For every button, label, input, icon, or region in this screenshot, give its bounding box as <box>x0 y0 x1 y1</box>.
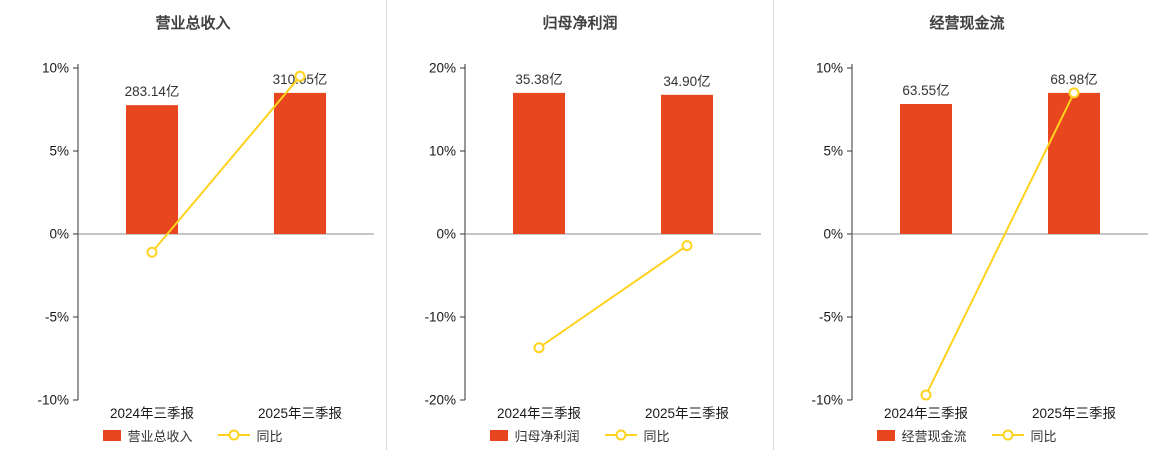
bar-value-label: 35.38亿 <box>515 72 562 87</box>
bar-value-label: 34.90亿 <box>663 74 710 89</box>
legend-label-bar: 归母净利润 <box>514 428 580 444</box>
x-category-label: 2024年三季报 <box>110 406 194 421</box>
legend-label-yoy: 同比 <box>256 428 283 444</box>
legend-item-revenue-bar[interactable]: 营业总收入 <box>103 426 193 445</box>
y-tick-label: -5% <box>819 310 843 325</box>
yoy-line <box>538 244 688 349</box>
bar-2024年三季报[interactable] <box>126 105 178 234</box>
net-profit-chart: 20% 10% 0% -10% -20% 35.38亿 34.90亿 2024年三季报 2025… <box>424 61 761 421</box>
cash-flow-chart: 10% 5% 0% -5% -10% 63.55亿 68.98亿 2024年三季报 2025年三… <box>811 61 1148 421</box>
x-category-label: 2025年三季报 <box>1032 406 1116 421</box>
yoy-line <box>925 92 1075 396</box>
y-tick-label: 0% <box>436 227 456 242</box>
legend-revenue: 营业总收入 同比 <box>0 424 386 446</box>
y-tick-label: 20% <box>429 61 456 76</box>
yoy-marker[interactable] <box>920 389 932 401</box>
chart-title-cash-flow: 经营现金流 <box>929 15 1005 32</box>
bar-2025年三季报[interactable] <box>274 92 326 235</box>
y-tick-label: -10% <box>811 393 843 408</box>
y-tick-label: -20% <box>424 393 456 408</box>
y-tick-label: -10% <box>424 310 456 325</box>
bar-2025年三季报[interactable] <box>661 94 713 234</box>
legend-label-yoy: 同比 <box>643 428 670 444</box>
y-tick-label: 0% <box>823 227 843 242</box>
chart-panel-net-profit: 归母净利润 20% 10% 0% -10% -20% 35.38亿 34.90亿 2024年三… <box>386 0 773 450</box>
bar-2025年三季报[interactable] <box>1048 92 1100 235</box>
y-tick-label: 10% <box>42 61 69 76</box>
y-tick-label: 10% <box>816 61 843 76</box>
yoy-line-marker-icon <box>217 429 250 441</box>
y-tick-label: 0% <box>49 227 69 242</box>
yoy-marker[interactable] <box>681 240 693 252</box>
legend-line-dot <box>615 429 626 441</box>
yoy-line-marker-icon <box>604 429 637 441</box>
yoy-marker[interactable] <box>533 342 545 354</box>
legend-item-net-profit-bar[interactable]: 归母净利润 <box>490 426 580 445</box>
chart-title-net-profit: 归母净利润 <box>542 15 618 32</box>
legend-item-net-profit-yoy[interactable]: 同比 <box>604 426 670 445</box>
bar-swatch <box>877 429 896 441</box>
y-tick-label: 5% <box>49 144 69 159</box>
bar-2024年三季报[interactable] <box>900 104 952 235</box>
legend-label-bar: 经营现金流 <box>901 428 967 444</box>
bar-swatch <box>103 429 122 441</box>
legend-line-dot <box>228 429 239 441</box>
bar-value-label: 283.14亿 <box>125 84 180 99</box>
x-category-label: 2025年三季报 <box>258 406 342 421</box>
x-category-label: 2024年三季报 <box>884 406 968 421</box>
yoy-line <box>151 75 301 253</box>
bar-value-label: 63.55亿 <box>902 83 949 98</box>
legend-net-profit: 归母净利润 同比 <box>387 424 773 446</box>
chart-panel-cash-flow: 经营现金流 10% 5% 0% -5% -10% 63.55亿 68.98亿 2024年三季报… <box>773 0 1160 450</box>
legend-item-revenue-yoy[interactable]: 同比 <box>217 426 283 445</box>
y-tick-label: -5% <box>45 310 69 325</box>
legend-line-dot <box>1002 429 1013 441</box>
legend-item-cash-flow-bar[interactable]: 经营现金流 <box>877 426 967 445</box>
bar-swatch <box>490 429 509 441</box>
legend-cash-flow: 经营现金流 同比 <box>774 424 1160 446</box>
y-tick-label: -10% <box>37 393 69 408</box>
legend-item-cash-flow-yoy[interactable]: 同比 <box>991 426 1057 445</box>
y-tick-label: 10% <box>429 144 456 159</box>
yoy-marker[interactable] <box>294 70 306 82</box>
chart-panel-revenue: 营业总收入 10%5%0%-5%-10%283.14亿310.05亿2024年三… <box>0 0 386 450</box>
bar-2024年三季报[interactable] <box>513 92 565 235</box>
y-tick-label: 5% <box>823 144 843 159</box>
legend-label-yoy: 同比 <box>1030 428 1057 444</box>
legend-label-bar: 营业总收入 <box>127 428 193 444</box>
yoy-marker[interactable] <box>146 246 158 258</box>
x-category-label: 2024年三季报 <box>497 406 581 421</box>
chart-title-revenue: 营业总收入 <box>155 15 231 32</box>
revenue-chart: 10%5%0%-5%-10%283.14亿310.05亿2024年三季报2025… <box>37 61 374 421</box>
yoy-marker[interactable] <box>1068 87 1080 99</box>
yoy-line-marker-icon <box>991 429 1024 441</box>
x-category-label: 2025年三季报 <box>645 406 729 421</box>
bar-value-label: 68.98亿 <box>1050 72 1097 87</box>
